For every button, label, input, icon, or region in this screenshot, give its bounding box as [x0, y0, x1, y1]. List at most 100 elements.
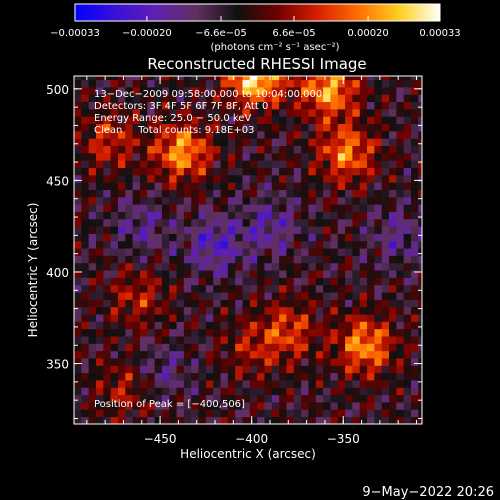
heatmap-cell: [88, 240, 97, 249]
heatmap-cell: [227, 211, 236, 220]
heatmap-cell: [374, 402, 383, 410]
heatmap-cell: [74, 336, 82, 344]
heatmap-cell: [183, 394, 192, 403]
heatmap-cell: [403, 79, 412, 88]
heatmap-cell: [161, 336, 170, 344]
heatmap-cell: [220, 372, 229, 381]
heatmap-cell: [88, 416, 97, 424]
heatmap-cell: [403, 336, 412, 344]
heatmap-cell: [323, 387, 331, 396]
heatmap-cell: [374, 394, 383, 403]
heatmap-cell: [169, 306, 177, 315]
heatmap-cell: [315, 314, 324, 322]
heatmap-cell: [183, 138, 192, 146]
heatmap-cell: [110, 416, 119, 424]
heatmap-cell: [227, 130, 236, 139]
heatmap-cell: [220, 79, 229, 88]
heatmap-cell: [117, 314, 126, 322]
heatmap-cell: [352, 387, 361, 396]
heatmap-cell: [147, 394, 155, 403]
heatmap-cell: [411, 218, 419, 227]
heatmap-cell: [191, 76, 199, 81]
heatmap-cell: [403, 94, 412, 103]
heatmap-cell: [88, 314, 97, 322]
heatmap-cell: [117, 292, 126, 300]
heatmap-cell: [169, 240, 177, 249]
heatmap-cell: [235, 211, 243, 220]
heatmap-cell: [359, 94, 368, 103]
heatmap-cell: [132, 299, 141, 308]
heatmap-cell: [213, 321, 221, 330]
heatmap-cell: [161, 138, 170, 146]
heatmap-cell: [176, 240, 185, 249]
heatmap-cell: [352, 365, 361, 374]
heatmap-cell: [132, 336, 141, 344]
heatmap-cell: [213, 409, 221, 418]
heatmap-cell: [359, 226, 368, 234]
heatmap-cell: [337, 306, 346, 315]
heatmap-cell: [257, 218, 265, 227]
heatmap-cell: [205, 387, 214, 396]
heatmap-cell: [308, 306, 317, 315]
heatmap-cell: [271, 233, 280, 242]
heatmap-cell: [235, 101, 243, 110]
heatmap-cell: [235, 79, 243, 88]
heatmap-cell: [198, 218, 207, 227]
heatmap-cell: [330, 240, 339, 249]
heatmap-cell: [418, 292, 422, 300]
heatmap-cell: [389, 226, 397, 234]
heatmap-cell: [88, 94, 97, 103]
heatmap-cell: [169, 86, 177, 95]
heatmap-cell: [81, 138, 90, 146]
heatmap-cell: [330, 394, 339, 403]
heatmap-cell: [367, 152, 375, 161]
heatmap-cell: [147, 240, 155, 249]
heatmap-cell: [205, 343, 214, 352]
heatmap-cell: [264, 394, 273, 403]
heatmap-cell: [249, 138, 258, 146]
heatmap-cell: [330, 402, 339, 410]
heatmap-cell: [352, 130, 361, 139]
heatmap-cell: [81, 76, 90, 81]
heatmap-cell: [330, 182, 339, 190]
heatmap-cell: [81, 123, 90, 132]
heatmap-cell: [110, 116, 119, 125]
heatmap-cell: [110, 79, 119, 88]
heatmap-cell: [235, 182, 243, 190]
heatmap-cell: [213, 299, 221, 308]
heatmap-cell: [242, 270, 251, 278]
heatmap-cell: [330, 76, 339, 81]
heatmap-cell: [176, 387, 185, 396]
heatmap-cell: [264, 292, 273, 300]
heatmap-cell: [359, 174, 368, 183]
heatmap-cell: [315, 189, 324, 198]
heatmap-cell: [367, 79, 375, 88]
heatmap-cell: [103, 343, 112, 352]
heatmap-cell: [352, 196, 361, 205]
heatmap-cell: [403, 350, 412, 359]
heatmap-cell: [396, 262, 405, 271]
heatmap-cell: [315, 328, 324, 337]
heatmap-cell: [198, 380, 207, 388]
heatmap-cell: [154, 130, 163, 139]
heatmap-cell: [359, 306, 368, 315]
heatmap-cell: [330, 94, 339, 103]
heatmap-cell: [139, 108, 148, 117]
heatmap-cell: [154, 218, 163, 227]
heatmap-cell: [337, 358, 346, 366]
heatmap-cell: [242, 167, 251, 176]
colorbar: [74, 3, 441, 22]
heatmap-cell: [352, 101, 361, 110]
heatmap-cell: [345, 284, 353, 293]
heatmap-cell: [220, 101, 229, 110]
heatmap-cell: [191, 116, 199, 125]
heatmap-cell: [264, 218, 273, 227]
heatmap-cell: [286, 101, 295, 110]
heatmap-cell: [352, 328, 361, 337]
heatmap-cell: [418, 196, 422, 205]
heatmap-cell: [132, 204, 141, 212]
heatmap-cell: [367, 262, 375, 271]
heatmap-cell: [183, 86, 192, 95]
heatmap-cell: [147, 292, 155, 300]
heatmap-cell: [132, 255, 141, 264]
